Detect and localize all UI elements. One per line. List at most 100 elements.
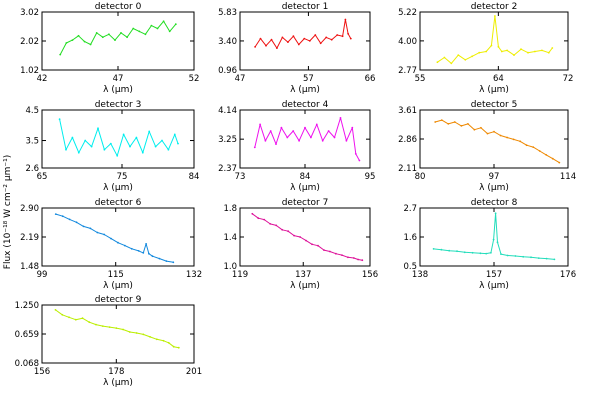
- data-point: [108, 33, 110, 36]
- data-point: [275, 143, 277, 146]
- panel-title: detector 7: [282, 198, 329, 208]
- figure-ylabel: Flux (10⁻¹⁸ W cm⁻² μm⁻¹): [3, 155, 13, 269]
- x-tick-label: 156: [362, 270, 378, 280]
- data-point: [142, 333, 145, 336]
- data-point: [115, 327, 118, 329]
- data-point: [54, 309, 57, 311]
- data-point: [145, 243, 148, 245]
- x-axis-label: λ (μm): [103, 85, 133, 95]
- data-point: [534, 50, 536, 53]
- data-point: [135, 332, 138, 334]
- data-point: [500, 253, 502, 256]
- data-point: [257, 217, 260, 220]
- y-tick-label: 2.6: [25, 164, 39, 174]
- plot-frame: [41, 109, 195, 169]
- panel-title: detector 0: [95, 2, 142, 12]
- data-point: [54, 213, 57, 216]
- data-point: [545, 257, 548, 260]
- detector-panel-6: detector 6 99 115 132 1.48 2.19 2.90 λ (μm): [20, 198, 202, 291]
- data-point: [154, 145, 157, 148]
- data-point: [122, 328, 124, 331]
- data-point: [314, 34, 317, 36]
- data-point: [547, 51, 550, 54]
- data-point: [499, 134, 502, 137]
- data-point: [345, 139, 348, 142]
- data-point: [496, 241, 499, 244]
- data-point: [65, 42, 68, 44]
- data-point: [263, 218, 266, 221]
- data-point: [298, 139, 300, 142]
- data-point: [269, 223, 272, 225]
- x-tick-label: 201: [186, 367, 202, 377]
- data-point: [485, 50, 488, 53]
- x-tick-label: 97: [489, 172, 500, 182]
- data-point: [265, 44, 267, 47]
- spectrum-line: [254, 117, 360, 161]
- y-tick-label: 3.5: [25, 137, 39, 147]
- data-point: [357, 258, 359, 261]
- data-point: [478, 51, 481, 54]
- data-point: [156, 27, 159, 30]
- data-point: [155, 338, 158, 341]
- x-tick-label: 157: [486, 270, 502, 280]
- data-point: [68, 218, 71, 221]
- data-point: [335, 252, 337, 255]
- panel-title: detector 3: [95, 100, 142, 110]
- x-tick-label: 57: [303, 74, 314, 84]
- x-tick-label: 73: [235, 172, 246, 182]
- detector-panel-1: detector 1 47 57 66 0.96 3.40 5.83 λ (μm): [218, 2, 375, 95]
- detector-panel-4: detector 4 73 84 95 2.37 3.25 4.14 λ (μm): [218, 100, 375, 193]
- data-point: [141, 151, 144, 154]
- y-tick-label: 2.02: [20, 37, 39, 47]
- data-point: [352, 257, 355, 259]
- x-tick-label: 178: [108, 367, 124, 377]
- data-point: [473, 128, 476, 131]
- data-point: [321, 139, 324, 142]
- data-point: [95, 323, 97, 326]
- x-tick-label: 138: [412, 270, 428, 280]
- data-point: [286, 136, 289, 139]
- x-tick-label: 95: [365, 172, 376, 182]
- x-tick-label: 65: [37, 172, 48, 182]
- data-point: [293, 234, 295, 237]
- panel-title: detector 4: [282, 100, 329, 110]
- data-point: [450, 62, 453, 65]
- data-point: [471, 55, 474, 58]
- spectrum-line: [435, 119, 560, 164]
- data-point: [177, 346, 180, 349]
- data-point: [103, 148, 106, 151]
- data-point: [329, 250, 331, 253]
- data-point: [88, 321, 91, 324]
- x-tick-label: 114: [560, 172, 576, 182]
- data-point: [292, 35, 295, 38]
- spectrum-line: [437, 15, 553, 64]
- data-point: [135, 136, 138, 139]
- data-point: [84, 139, 87, 142]
- data-point: [82, 225, 85, 228]
- data-point: [463, 251, 466, 254]
- spectrum-line: [55, 213, 174, 263]
- data-point: [165, 260, 168, 262]
- data-point: [551, 47, 554, 49]
- x-tick-label: 156: [34, 367, 50, 377]
- data-point: [116, 154, 119, 157]
- data-point: [126, 36, 128, 39]
- data-point: [532, 146, 535, 149]
- data-point: [251, 212, 254, 215]
- panel-title: detector 2: [471, 2, 518, 12]
- data-point: [58, 118, 61, 121]
- data-point: [448, 249, 451, 252]
- data-point: [101, 325, 104, 327]
- y-tick-label: 3.25: [218, 135, 237, 145]
- data-point: [77, 151, 80, 154]
- spectrum-line: [59, 119, 179, 157]
- data-point: [129, 145, 131, 148]
- y-tick-label: 5.83: [218, 8, 237, 18]
- panel-title: detector 9: [95, 295, 142, 305]
- x-tick-label: 75: [117, 172, 128, 182]
- panel-title: detector 5: [471, 100, 518, 110]
- data-point: [490, 44, 493, 47]
- y-tick-label: 0.5: [403, 262, 417, 272]
- data-point: [158, 257, 161, 260]
